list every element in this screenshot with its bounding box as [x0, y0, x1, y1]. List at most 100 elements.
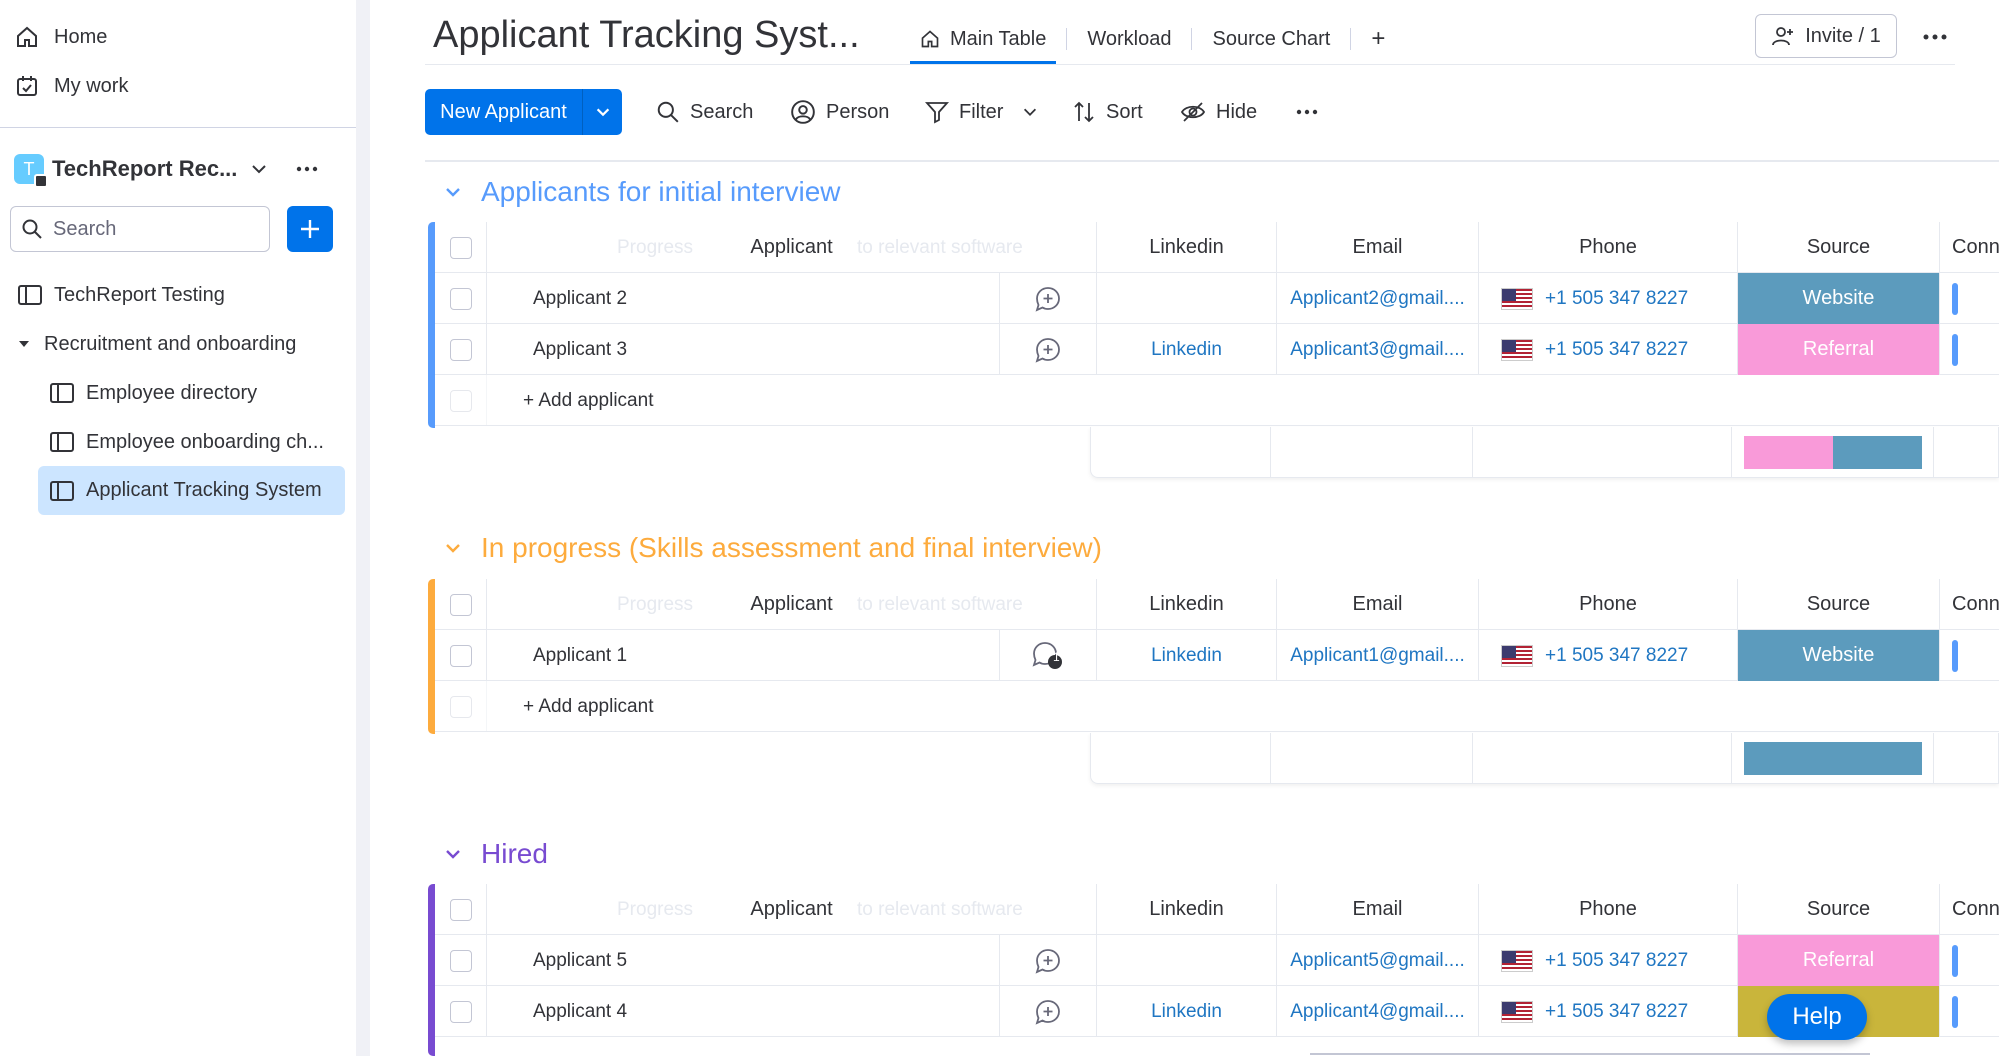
select-all-checkbox[interactable] — [449, 236, 472, 259]
chevron-down-icon[interactable] — [443, 844, 463, 864]
sidebar-divider[interactable] — [356, 0, 370, 1056]
page-title[interactable]: Applicant Tracking Syst... — [433, 14, 860, 56]
applicant-name-cell[interactable]: Applicant 2 — [487, 273, 1000, 324]
linkedin-cell[interactable]: Linkedin — [1097, 324, 1277, 375]
table-row[interactable]: Applicant 2 Applicant2@gmail.... +1 505 … — [435, 273, 1999, 324]
group-title-hired[interactable]: Hired — [443, 834, 548, 874]
group-title-initial-interview[interactable]: Applicants for initial interview — [443, 172, 841, 212]
sidebar-item-employee-directory[interactable]: Employee directory — [50, 371, 257, 415]
horizontal-scrollbar[interactable] — [1310, 1053, 1870, 1055]
source-distribution-bar[interactable] — [1744, 436, 1922, 469]
column-header-source[interactable]: Source — [1738, 884, 1940, 935]
column-header-phone[interactable]: Phone — [1479, 884, 1738, 935]
person-filter-button[interactable]: Person — [790, 89, 889, 135]
email-cell[interactable]: Applicant1@gmail.... — [1277, 630, 1479, 681]
column-header-applicant[interactable]: Progress to relevant software Applicant — [487, 884, 1097, 935]
sort-button[interactable]: Sort — [1072, 89, 1143, 135]
column-header-linkedin[interactable]: Linkedin — [1097, 579, 1277, 630]
add-view-button[interactable]: + — [1361, 14, 1395, 64]
sidebar-item-techreport-testing[interactable]: TechReport Testing — [18, 273, 225, 317]
chevron-down-icon[interactable] — [443, 182, 463, 202]
email-link[interactable]: Applicant3@gmail.... — [1290, 338, 1465, 360]
more-options-icon[interactable] — [1292, 89, 1322, 135]
workspace-selector[interactable]: T TechReport Rec... — [14, 148, 344, 190]
column-header-connect[interactable]: Conn — [1940, 222, 1999, 273]
phone-cell[interactable]: +1 505 347 8227 — [1479, 986, 1738, 1037]
phone-cell[interactable]: +1 505 347 8227 — [1479, 273, 1738, 324]
tab-workload[interactable]: Workload — [1077, 14, 1181, 64]
source-distribution-bar[interactable] — [1744, 742, 1922, 775]
source-status-cell[interactable]: Referral — [1738, 324, 1940, 375]
source-status-cell[interactable]: Referral — [1738, 935, 1940, 986]
chevron-down-icon[interactable] — [1021, 103, 1039, 121]
add-update-button[interactable] — [1000, 935, 1097, 986]
more-options-icon[interactable] — [292, 154, 322, 184]
updates-button[interactable]: 1 — [1000, 630, 1097, 681]
sidebar-item-home[interactable]: Home — [14, 17, 107, 57]
linkedin-link[interactable]: Linkedin — [1151, 644, 1222, 666]
column-header-source[interactable]: Source — [1738, 222, 1940, 273]
linkedin-cell[interactable] — [1097, 935, 1277, 986]
filter-button[interactable]: Filter — [925, 89, 1039, 135]
add-update-button[interactable] — [1000, 986, 1097, 1037]
table-row[interactable]: Applicant 1 1 Linkedin Applicant1@gmail.… — [435, 630, 1999, 681]
phone-cell[interactable]: +1 505 347 8227 — [1479, 630, 1738, 681]
sidebar-item-my-work[interactable]: My work — [14, 66, 128, 106]
add-applicant-row[interactable]: + Add applicant — [435, 375, 1999, 426]
applicant-name-cell[interactable]: Applicant 5 — [487, 935, 1000, 986]
invite-button[interactable]: Invite / 1 — [1755, 14, 1897, 58]
applicant-name-cell[interactable]: Applicant 1 — [487, 630, 1000, 681]
email-link[interactable]: Applicant5@gmail.... — [1290, 949, 1465, 971]
source-summary-cell[interactable] — [1732, 427, 1934, 477]
column-header-applicant[interactable]: Progress to relevant software Applicant — [487, 579, 1097, 630]
chevron-down-icon[interactable] — [249, 159, 269, 179]
connect-cell[interactable] — [1940, 986, 1999, 1037]
sidebar-search-input[interactable]: Search — [10, 206, 270, 252]
column-header-linkedin[interactable]: Linkedin — [1097, 222, 1277, 273]
phone-link[interactable]: +1 505 347 8227 — [1545, 644, 1689, 666]
linkedin-cell[interactable]: Linkedin — [1097, 986, 1277, 1037]
column-header-source[interactable]: Source — [1738, 579, 1940, 630]
sidebar-item-applicant-tracking[interactable]: Applicant Tracking System — [38, 466, 345, 515]
add-applicant-input[interactable]: + Add applicant — [487, 681, 1687, 732]
connect-cell[interactable] — [1940, 273, 1999, 324]
email-link[interactable]: Applicant2@gmail.... — [1290, 287, 1465, 309]
linkedin-cell[interactable] — [1097, 273, 1277, 324]
table-row[interactable]: Applicant 3 Linkedin Applicant3@gmail...… — [435, 324, 1999, 375]
search-button[interactable]: Search — [656, 89, 753, 135]
chevron-down-icon[interactable] — [443, 538, 463, 558]
hide-button[interactable]: Hide — [1180, 89, 1257, 135]
source-status-cell[interactable]: Website — [1738, 630, 1940, 681]
column-header-phone[interactable]: Phone — [1479, 579, 1738, 630]
tab-source-chart[interactable]: Source Chart — [1202, 14, 1340, 64]
phone-link[interactable]: +1 505 347 8227 — [1545, 338, 1689, 360]
linkedin-link[interactable]: Linkedin — [1151, 338, 1222, 360]
applicant-name-cell[interactable]: Applicant 4 — [487, 986, 1000, 1037]
sidebar-folder-recruitment[interactable]: Recruitment and onboarding — [16, 322, 296, 366]
linkedin-cell[interactable]: Linkedin — [1097, 630, 1277, 681]
table-row[interactable]: Applicant 5 Applicant5@gmail.... +1 505 … — [435, 935, 1999, 986]
column-header-connect[interactable]: Conn — [1940, 884, 1999, 935]
column-header-linkedin[interactable]: Linkedin — [1097, 884, 1277, 935]
add-update-button[interactable] — [1000, 324, 1097, 375]
row-checkbox[interactable] — [449, 949, 472, 972]
add-item-button[interactable] — [287, 206, 333, 252]
add-applicant-input[interactable]: + Add applicant — [487, 375, 1687, 426]
row-checkbox[interactable] — [449, 338, 472, 361]
connect-cell[interactable] — [1940, 935, 1999, 986]
source-summary-cell[interactable] — [1732, 733, 1934, 783]
source-status-cell[interactable]: Website — [1738, 273, 1940, 324]
phone-link[interactable]: +1 505 347 8227 — [1545, 1000, 1689, 1022]
row-checkbox[interactable] — [449, 644, 472, 667]
email-cell[interactable]: Applicant5@gmail.... — [1277, 935, 1479, 986]
connect-cell[interactable] — [1940, 324, 1999, 375]
connect-cell[interactable] — [1940, 630, 1999, 681]
column-header-email[interactable]: Email — [1277, 222, 1479, 273]
help-button[interactable]: Help — [1767, 994, 1867, 1040]
add-applicant-row[interactable]: + Add applicant — [435, 681, 1999, 732]
select-all-checkbox[interactable] — [449, 898, 472, 921]
add-update-button[interactable] — [1000, 273, 1097, 324]
phone-link[interactable]: +1 505 347 8227 — [1545, 949, 1689, 971]
tab-main-table[interactable]: Main Table — [910, 14, 1057, 64]
column-header-email[interactable]: Email — [1277, 579, 1479, 630]
